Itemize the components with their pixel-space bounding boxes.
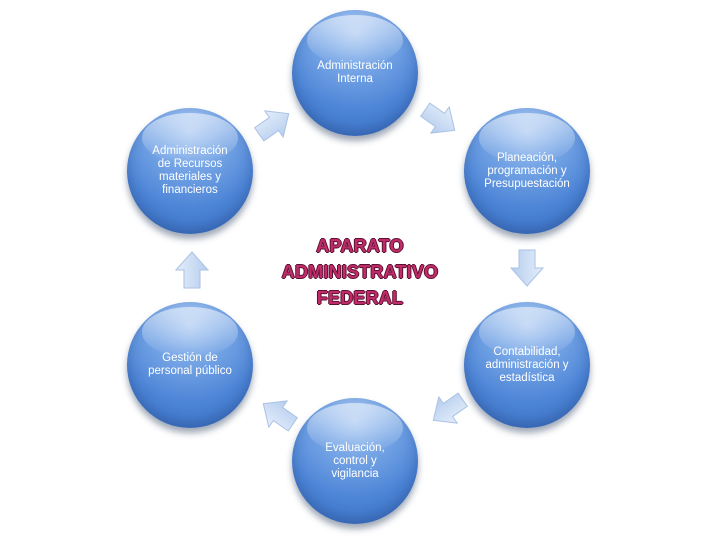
node-evaluacion: Evaluación, control y vigilancia bbox=[292, 398, 418, 524]
node-administracion-interna: Administración Interna bbox=[292, 10, 418, 136]
node-recursos-materiales: Administración de Recursos materiales y … bbox=[127, 108, 253, 234]
center-title: APARATO ADMINISTRATIVO FEDERAL bbox=[281, 236, 439, 308]
node-label: Administración de Recursos materiales y … bbox=[152, 145, 228, 196]
node-label: Evaluación, control y vigilancia bbox=[325, 441, 385, 480]
node-planeacion: Planeación, programación y Presupuestaci… bbox=[464, 108, 590, 234]
node-contabilidad: Contabilidad, administración y estadísti… bbox=[464, 302, 590, 428]
arrow-down-icon bbox=[505, 246, 549, 290]
node-label: Planeación, programación y Presupuestaci… bbox=[484, 151, 570, 190]
node-label: Gestión de personal público bbox=[148, 352, 232, 377]
arrow-right-icon bbox=[409, 89, 470, 150]
arrow-up-icon bbox=[170, 248, 214, 292]
arrow-up-left-icon bbox=[247, 383, 308, 444]
arrow-down-left-icon bbox=[417, 379, 478, 440]
node-label: Contabilidad, administración y estadísti… bbox=[485, 345, 569, 384]
arrow-up-right-icon bbox=[243, 93, 304, 154]
node-gestion-personal: Gestión de personal público bbox=[127, 302, 253, 428]
node-label: Administración Interna bbox=[317, 60, 393, 85]
